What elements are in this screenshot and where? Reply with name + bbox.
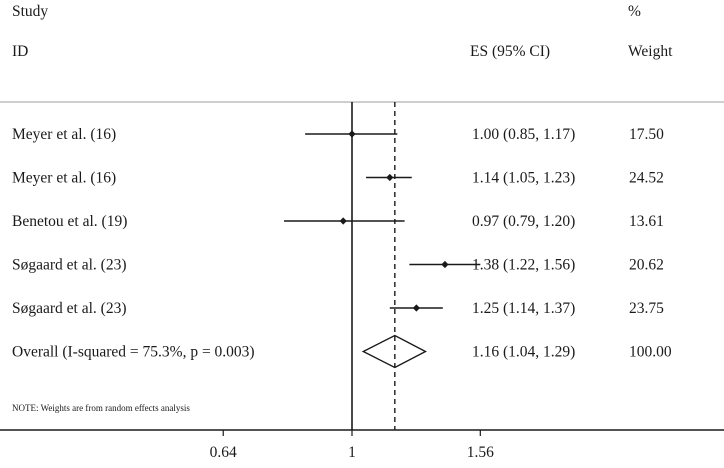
study-point-estimate: [441, 260, 449, 269]
study-label: Søgaard et al. (23): [12, 257, 127, 274]
study-weight-text: 13.61: [629, 213, 664, 230]
study-es-ci-text: 1.14 (1.05, 1.23): [472, 170, 575, 187]
header-es-ci: ES (95% CI): [470, 43, 550, 60]
header-percent: %: [628, 3, 641, 20]
study-es-ci-text: 1.38 (1.22, 1.56): [472, 257, 575, 274]
overall-label: Overall (I-squared = 75.3%, p = 0.003): [12, 344, 255, 361]
study-label: Søgaard et al. (23): [12, 300, 127, 317]
study-label: Benetou et al. (19): [12, 213, 127, 230]
study-label: Meyer et al. (16): [12, 126, 116, 143]
study-weight-text: 17.50: [629, 126, 664, 143]
study-point-estimate: [339, 217, 347, 225]
overall-weight-text: 100.00: [629, 344, 672, 361]
overall-es-ci-text: 1.16 (1.04, 1.29): [472, 344, 575, 361]
study-es-ci-text: 1.25 (1.14, 1.37): [472, 300, 575, 317]
axis-layer: 0.64 1 1.56: [0, 102, 724, 461]
header-weight: Weight: [628, 43, 673, 60]
x-tick-label: 0.64: [210, 444, 237, 461]
x-tick-label: 1: [348, 444, 356, 461]
study-point-estimate: [348, 130, 356, 138]
study-weight-text: 20.62: [629, 257, 664, 274]
rows-layer: Meyer et al. (16) 1.00 (0.85, 1.17) 17.50 M…: [12, 126, 672, 369]
header-id: ID: [12, 43, 28, 60]
study-es-ci-text: 0.97 (0.79, 1.20): [472, 213, 575, 230]
header-study: Study: [12, 3, 48, 20]
overall-diamond: [361, 334, 427, 369]
study-point-estimate: [386, 173, 394, 182]
study-weight-text: 23.75: [629, 300, 664, 317]
study-point-estimate: [412, 304, 420, 312]
footnote: NOTE: Weights are from random effects an…: [12, 403, 190, 413]
study-label: Meyer et al. (16): [12, 170, 116, 187]
study-weight-text: 24.52: [629, 170, 664, 187]
x-tick-label: 1.56: [467, 444, 494, 461]
study-es-ci-text: 1.00 (0.85, 1.17): [472, 126, 575, 143]
